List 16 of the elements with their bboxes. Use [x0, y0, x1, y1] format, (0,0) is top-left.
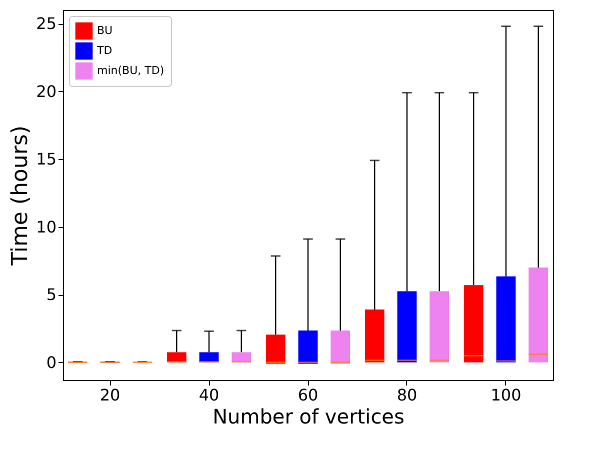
y-axis-title: Time (hours): [8, 126, 34, 266]
legend-label: TD: [96, 44, 112, 57]
y-tick-label: 5: [46, 285, 56, 304]
legend-label: BU: [97, 24, 113, 37]
x-tick-label: 80: [396, 386, 418, 404]
y-tick-label: 20: [36, 82, 56, 101]
y-tick-label: 15: [36, 150, 56, 169]
x-tick-label: 100: [490, 386, 522, 404]
y-tick-label: 25: [36, 14, 56, 34]
y-tick-label: 0: [46, 352, 56, 372]
y-tick-label: 10: [36, 217, 56, 236]
x-tick-label: 20: [100, 386, 120, 404]
x-tick-label: 60: [298, 386, 318, 404]
x-axis-title: Number of vertices: [212, 404, 404, 428]
x-tick-label: 40: [198, 386, 220, 404]
legend-label: min(BU, TD): [97, 64, 164, 77]
